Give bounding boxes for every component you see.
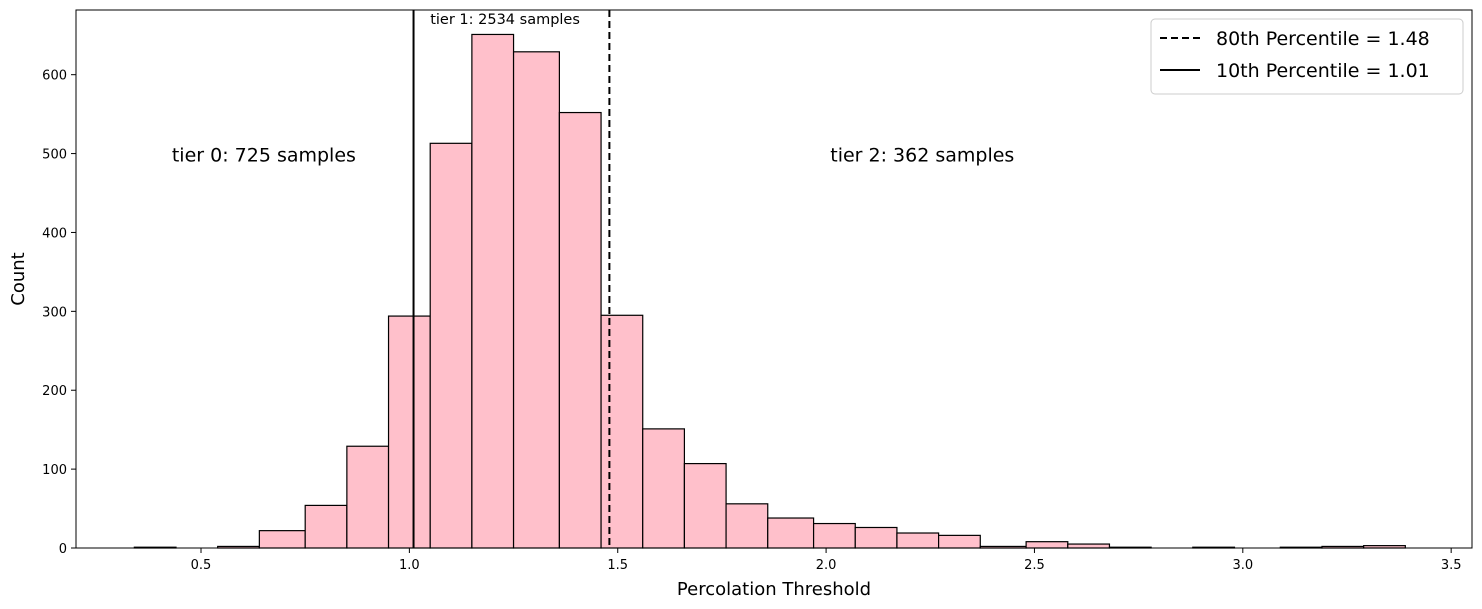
legend-label: 80th Percentile = 1.48 [1216, 28, 1430, 50]
tier-annotations: tier 0: 725 samples tier 1: 2534 samples t… [172, 12, 1015, 166]
histogram-bar [558, 111, 602, 549]
histogram-bar [600, 314, 644, 549]
x-tick-label: 3.5 [1441, 558, 1462, 573]
legend-label: 10th Percentile = 1.01 [1216, 60, 1430, 82]
histogram-bar [896, 532, 940, 549]
histogram-bar [767, 517, 815, 549]
histogram-bar [854, 526, 898, 549]
y-tick-label: 100 [42, 463, 67, 478]
x-tick-label: 0.5 [191, 558, 212, 573]
legend-box [1150, 18, 1464, 95]
x-tick-label: 2.0 [816, 558, 837, 573]
histogram-bar [258, 530, 306, 549]
tier-annotation: tier 2: 362 samples [830, 144, 1014, 166]
x-axis-title: Percolation Threshold [677, 579, 871, 600]
histogram-bar [683, 462, 727, 549]
histogram-bar [1025, 541, 1069, 549]
plot-frame [75, 9, 1473, 549]
histogram-bar [812, 522, 856, 549]
histogram-bar [429, 142, 473, 549]
y-tick-label: 600 [42, 69, 67, 84]
histogram-bars [133, 33, 1406, 549]
x-tick-label: 3.0 [1232, 558, 1253, 573]
y-tick-label: 500 [42, 148, 67, 163]
histogram-bar [346, 445, 390, 549]
x-tick-label: 2.5 [1024, 558, 1045, 573]
legend: 80th Percentile = 1.48 10th Percentile = … [1150, 18, 1464, 95]
y-axis-title: Count [8, 252, 29, 305]
histogram-bar [387, 315, 431, 549]
x-tick-label: 1.0 [399, 558, 420, 573]
histogram-bar [471, 33, 515, 549]
y-axis-ticks: 0 100 200 300 400 500 600 [42, 69, 76, 557]
y-tick-label: 0 [59, 542, 67, 557]
tier-annotation: tier 0: 725 samples [172, 144, 356, 166]
x-axis-ticks: 0.5 1.0 1.5 2.0 2.5 3.0 3.5 [191, 548, 1462, 573]
percentile-lines [412, 10, 611, 548]
tier-annotation: tier 1: 2534 samples [430, 12, 580, 28]
histogram-bar [938, 534, 981, 549]
histogram-bar [642, 428, 686, 549]
histogram-bar [304, 504, 348, 549]
histogram-bar [1067, 543, 1111, 549]
y-tick-label: 300 [42, 305, 67, 320]
histogram-bar [725, 503, 769, 549]
histogram-bar [512, 51, 560, 549]
y-tick-label: 400 [42, 226, 67, 241]
x-tick-label: 1.5 [607, 558, 628, 573]
y-tick-label: 200 [42, 384, 67, 399]
